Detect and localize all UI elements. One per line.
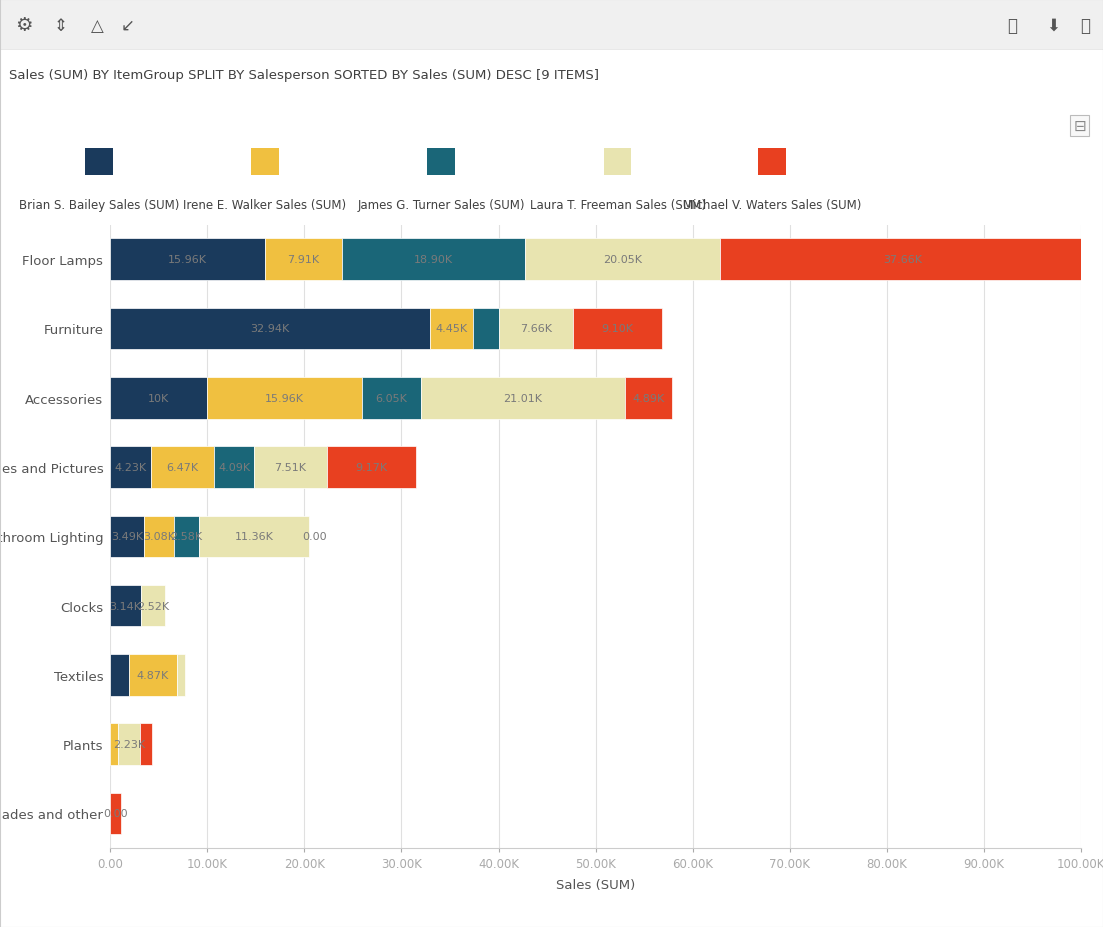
Text: 7.66K: 7.66K bbox=[521, 324, 553, 334]
Bar bbox=[141, 585, 165, 627]
Bar bbox=[625, 377, 673, 419]
Text: 15.96K: 15.96K bbox=[169, 255, 207, 265]
Text: ⬇: ⬇ bbox=[1047, 17, 1060, 34]
Bar bbox=[140, 724, 152, 765]
Text: 9.10K: 9.10K bbox=[601, 324, 633, 334]
Bar bbox=[250, 149, 278, 176]
Text: 2.52K: 2.52K bbox=[137, 601, 169, 611]
Text: 3.49K: 3.49K bbox=[111, 532, 143, 541]
Text: 4.09K: 4.09K bbox=[218, 463, 250, 473]
Text: 3.08K: 3.08K bbox=[143, 532, 175, 541]
Bar bbox=[110, 793, 121, 834]
Text: 37.66K: 37.66K bbox=[884, 255, 922, 265]
Text: 0.00: 0.00 bbox=[103, 808, 128, 819]
Text: 2.23K: 2.23K bbox=[114, 740, 146, 749]
Text: ⚙: ⚙ bbox=[15, 16, 33, 35]
Bar bbox=[430, 309, 473, 349]
Text: 32.94K: 32.94K bbox=[250, 324, 290, 334]
Text: James G. Turner Sales (SUM): James G. Turner Sales (SUM) bbox=[357, 199, 525, 212]
X-axis label: Sales (SUM): Sales (SUM) bbox=[556, 879, 635, 892]
Text: ⧉: ⧉ bbox=[1007, 17, 1018, 34]
Bar bbox=[200, 516, 309, 557]
Text: ⤢: ⤢ bbox=[1080, 17, 1091, 34]
Text: 6.47K: 6.47K bbox=[167, 463, 199, 473]
Bar bbox=[110, 516, 144, 557]
Text: 15.96K: 15.96K bbox=[266, 393, 304, 403]
Bar bbox=[110, 239, 265, 281]
Bar bbox=[604, 149, 632, 176]
Text: 4.89K: 4.89K bbox=[632, 393, 665, 403]
Text: ⇕: ⇕ bbox=[54, 17, 67, 34]
Bar bbox=[86, 149, 114, 176]
Bar bbox=[151, 447, 214, 489]
Bar bbox=[110, 724, 118, 765]
Text: Brian S. Bailey Sales (SUM): Brian S. Bailey Sales (SUM) bbox=[19, 199, 180, 212]
Text: 7.51K: 7.51K bbox=[275, 463, 307, 473]
Text: △: △ bbox=[90, 17, 104, 34]
Bar bbox=[144, 516, 174, 557]
Bar bbox=[110, 447, 151, 489]
Text: 11.36K: 11.36K bbox=[235, 532, 274, 541]
Bar bbox=[499, 309, 574, 349]
Text: 9.17K: 9.17K bbox=[355, 463, 387, 473]
Bar bbox=[176, 654, 185, 696]
Bar bbox=[421, 377, 625, 419]
Text: 0.00: 0.00 bbox=[302, 532, 326, 541]
Bar bbox=[118, 724, 140, 765]
Bar bbox=[574, 309, 662, 349]
Text: 6.05K: 6.05K bbox=[376, 393, 408, 403]
Text: 7.91K: 7.91K bbox=[288, 255, 320, 265]
Text: Michael V. Waters Sales (SUM): Michael V. Waters Sales (SUM) bbox=[683, 199, 861, 212]
Bar bbox=[129, 654, 176, 696]
Text: Laura T. Freeman Sales (SUM): Laura T. Freeman Sales (SUM) bbox=[529, 199, 706, 212]
Bar bbox=[254, 447, 326, 489]
Text: ⊟: ⊟ bbox=[1073, 119, 1086, 133]
Bar bbox=[720, 239, 1085, 281]
Bar bbox=[174, 516, 200, 557]
Bar bbox=[525, 239, 720, 281]
Bar bbox=[110, 377, 207, 419]
Text: Irene E. Walker Sales (SUM): Irene E. Walker Sales (SUM) bbox=[183, 199, 346, 212]
Bar bbox=[759, 149, 785, 176]
Text: 4.87K: 4.87K bbox=[137, 670, 169, 680]
Bar bbox=[110, 585, 141, 627]
Text: Sales (SUM) BY ItemGroup SPLIT BY Salesperson SORTED BY Sales (SUM) DESC [9 ITEM: Sales (SUM) BY ItemGroup SPLIT BY Salesp… bbox=[9, 69, 599, 82]
Text: 4.45K: 4.45K bbox=[436, 324, 468, 334]
Bar bbox=[342, 239, 525, 281]
Text: ↙: ↙ bbox=[121, 17, 135, 34]
Bar bbox=[362, 377, 421, 419]
Bar bbox=[214, 447, 254, 489]
Text: 21.01K: 21.01K bbox=[503, 393, 543, 403]
Bar bbox=[473, 309, 499, 349]
Text: 20.05K: 20.05K bbox=[603, 255, 642, 265]
Text: 18.90K: 18.90K bbox=[414, 255, 453, 265]
Text: 4.23K: 4.23K bbox=[115, 463, 147, 473]
Bar bbox=[265, 239, 342, 281]
Bar bbox=[326, 447, 416, 489]
Bar bbox=[207, 377, 362, 419]
Bar bbox=[428, 149, 456, 176]
Text: 2.58K: 2.58K bbox=[171, 532, 203, 541]
Bar bbox=[110, 654, 129, 696]
Bar bbox=[110, 309, 430, 349]
Text: 3.14K: 3.14K bbox=[109, 601, 141, 611]
Text: 10K: 10K bbox=[148, 393, 170, 403]
